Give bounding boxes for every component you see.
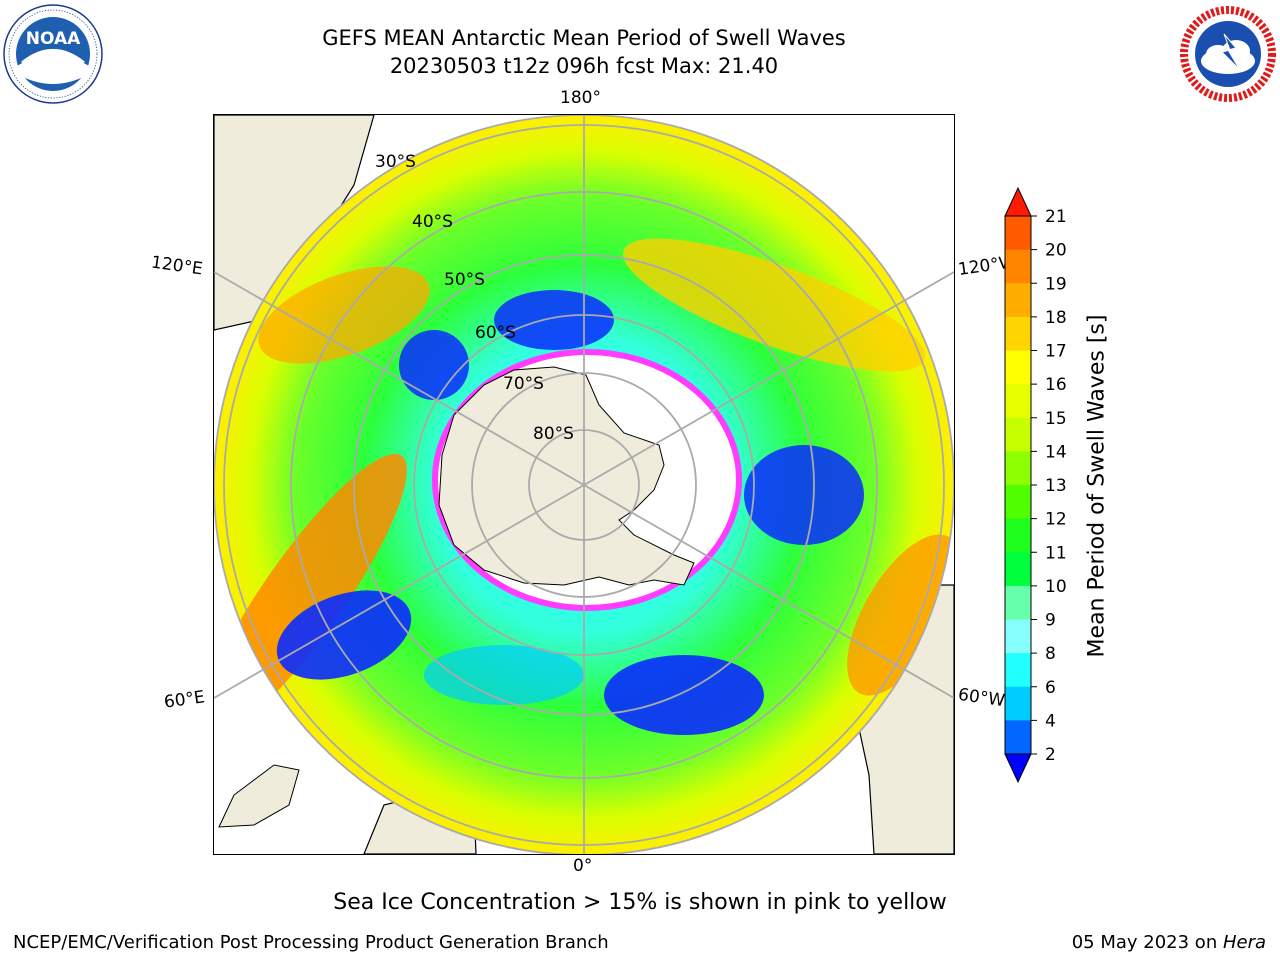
noaa-logo-text: NOAA xyxy=(26,29,81,49)
lon-label-60e: 60°E xyxy=(162,687,207,713)
colorbar-tick-label: 2 xyxy=(1045,745,1056,765)
madagascar-island xyxy=(218,764,300,828)
lat-label-50s: 50°S xyxy=(444,270,485,290)
colorbar-segment xyxy=(1005,249,1031,284)
colorbar-segment xyxy=(1005,316,1031,351)
footer-date-text: 05 May 2023 on xyxy=(1071,932,1223,953)
colorbar-segment xyxy=(1005,619,1031,654)
colorbar-tick-label: 6 xyxy=(1045,678,1056,698)
colorbar-segment xyxy=(1005,384,1031,419)
lon-label-0: 0° xyxy=(573,856,593,876)
chart-subtitle: 20230503 t12z 096h fcst Max: 21.40 xyxy=(389,54,779,78)
colorbar-segment xyxy=(1005,518,1031,553)
colorbar-segment xyxy=(1005,552,1031,587)
colorbar-tick-label: 21 xyxy=(1045,207,1067,227)
longitude-grid xyxy=(214,115,954,854)
swell-band-pacific xyxy=(623,238,925,372)
lat-label-70s: 70°S xyxy=(503,374,544,394)
colorbar-tick-label: 9 xyxy=(1045,611,1056,631)
colorbar-segment xyxy=(1005,451,1031,486)
low-period-patch-2 xyxy=(604,655,764,735)
colorbar-label: Mean Period of Swell Waves [s] xyxy=(1084,314,1110,658)
colorbar-segment xyxy=(1005,216,1031,251)
colorbar-segment xyxy=(1005,720,1031,755)
colorbar-tick-label: 18 xyxy=(1045,308,1067,328)
low-period-patch-1 xyxy=(276,590,412,680)
colorbar-extend-max xyxy=(1004,186,1032,217)
nws-logo xyxy=(1180,6,1276,102)
colorbar-segment xyxy=(1005,653,1031,688)
colorbar-tick-label: 10 xyxy=(1045,577,1067,597)
colorbar-segment xyxy=(1005,350,1031,385)
noaa-logo: NOAA xyxy=(3,4,103,104)
footer-credit: NCEP/EMC/Verification Post Processing Pr… xyxy=(13,932,609,953)
sea-ice-note: Sea Ice Concentration > 15% is shown in … xyxy=(333,890,947,915)
lat-label-80s: 80°S xyxy=(533,424,574,444)
colorbar-segment xyxy=(1005,686,1031,721)
footer-host: Hera xyxy=(1222,932,1266,953)
lat-label-40s: 40°S xyxy=(412,212,453,232)
colorbar-tick-label: 4 xyxy=(1045,711,1056,731)
polar-map xyxy=(213,114,955,855)
low-period-patch-5 xyxy=(399,330,469,400)
colorbar-tick-label: 13 xyxy=(1045,476,1067,496)
lat-label-60s: 60°S xyxy=(475,323,516,343)
low-period-patch-3 xyxy=(744,445,864,545)
mid-period-patch xyxy=(424,645,584,705)
colorbar: 21 20 19 18 17 16 15 14 13 12 11 10 9 8 6 4 2 xyxy=(1004,186,1067,784)
colorbar-segment xyxy=(1005,283,1031,318)
colorbar-tick-label: 19 xyxy=(1045,274,1067,294)
map-canvas xyxy=(214,115,954,854)
lat-label-30s: 30°S xyxy=(375,152,416,172)
colorbar-tick-label: 17 xyxy=(1045,342,1067,362)
colorbar-tick-label: 20 xyxy=(1045,241,1067,261)
colorbar-tick-label: 15 xyxy=(1045,409,1067,429)
colorbar-segment xyxy=(1005,485,1031,520)
lon-label-120e: 120°E xyxy=(149,252,204,280)
lon-label-180: 180° xyxy=(560,88,601,108)
colorbar-segment xyxy=(1005,417,1031,452)
footer-date: 05 May 2023 on Hera xyxy=(1072,932,1266,953)
colorbar-segment xyxy=(1005,585,1031,620)
colorbar-tick-label: 11 xyxy=(1045,543,1067,563)
chart-title: GEFS MEAN Antarctic Mean Period of Swell… xyxy=(322,26,846,50)
swell-patch-north xyxy=(258,266,430,364)
colorbar-tick-label: 16 xyxy=(1045,375,1067,395)
colorbar-tick-label: 12 xyxy=(1045,510,1067,530)
colorbar-extend-min xyxy=(1004,753,1032,784)
colorbar-tick-label: 8 xyxy=(1045,644,1056,664)
colorbar-tick-label: 14 xyxy=(1045,442,1067,462)
